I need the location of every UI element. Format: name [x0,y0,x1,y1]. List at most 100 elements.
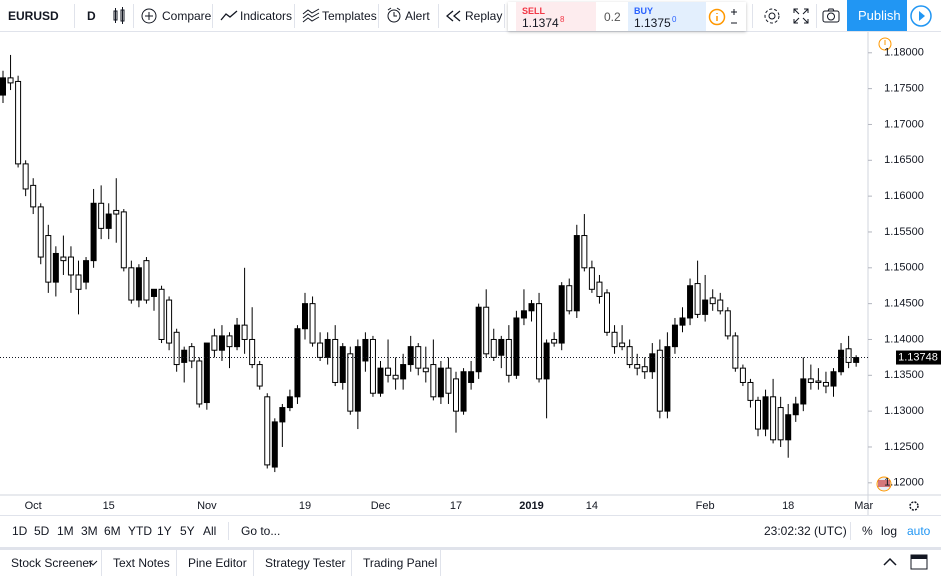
compare-button[interactable]: Compare [162,9,212,23]
candle-body [347,353,354,412]
candle-body [15,80,22,165]
candle-body [392,374,399,380]
templates-button[interactable]: Templates [322,9,377,23]
candle-body [581,235,588,269]
candle-body [822,381,829,387]
range-button[interactable]: 5Y [180,524,195,538]
range-button[interactable]: 6M [104,524,121,538]
separator [378,4,379,28]
y-tick-label: 1.14500 [884,298,924,310]
indicators-icon[interactable] [220,9,238,23]
range-button[interactable]: All [203,524,217,538]
clock: 23:02:32 (UTC) [764,524,847,538]
collapse-icon[interactable] [882,556,898,568]
candle-body [528,303,535,312]
templates-icon[interactable] [302,8,320,24]
candle-body [22,163,29,190]
candle-body [211,335,218,351]
range-button[interactable]: YTD [128,524,152,538]
candle-body [739,367,746,383]
sell-label: SELL [522,6,546,16]
range-button[interactable]: 1Y [157,524,172,538]
separator [504,4,505,28]
candle-body [45,235,52,283]
candle-body [234,324,241,348]
sell-price: 1.1374 [522,16,559,30]
warning-icon[interactable] [878,37,892,51]
spread: 0.2 [604,10,621,24]
candle-body [566,285,573,312]
compare-icon[interactable] [141,8,157,24]
candle-body [120,211,127,269]
candle-body [656,349,663,412]
goto-button[interactable]: Go to... [241,524,281,538]
range-button[interactable]: 5D [34,524,50,538]
tab[interactable]: Stock Screener [11,556,94,570]
publish-button[interactable]: Publish [847,0,907,31]
symbol[interactable]: EURUSD [8,9,59,23]
separator [850,522,851,540]
candle-body [52,252,59,283]
x-tick-label: Dec [371,500,391,512]
candle-body [604,292,610,333]
alert-button[interactable]: Alert [405,9,430,23]
y-tick-label: 1.14000 [884,333,924,345]
y-tick-label: 1.12000 [884,477,924,489]
scale-option[interactable]: auto [907,524,931,538]
candle-body [785,414,792,441]
trade-widget: SELL 1.1374 8 0.2 BUY 1.1375 0 [508,2,746,31]
buy-pip: 0 [672,15,677,24]
candle-body [687,285,694,319]
candle-body [369,338,376,394]
alert-icon[interactable] [386,7,402,25]
sell-button[interactable]: SELL 1.1374 8 [516,2,596,31]
candle-body [445,367,452,394]
candle-body [543,342,550,380]
settings-icon[interactable] [763,7,781,25]
x-tick-label: 2019 [519,500,543,512]
candle-body [634,364,641,369]
separator [294,4,295,28]
scale-option[interactable]: % [862,524,873,538]
dropdown-icon[interactable] [88,559,98,567]
candle-body [430,364,437,398]
maximize-icon[interactable] [910,554,928,570]
candle-body [188,346,195,362]
candle-body [256,364,263,387]
interval[interactable]: D [87,9,96,23]
replay-button[interactable]: Replay [465,9,503,23]
chart: 1.12000 1.12500 1.13000 1.13500 1.14000 1.145… [0,32,941,515]
tab[interactable]: Trading Panel [363,556,438,570]
chart-style-icon[interactable] [112,7,126,25]
replay-icon[interactable] [446,10,462,22]
candle-body [777,407,784,441]
snapshot-icon[interactable] [822,8,840,23]
tab[interactable]: Text Notes [113,556,170,570]
candle-body [717,299,724,312]
candle-body [845,348,852,363]
indicators-button[interactable]: Indicators [240,9,293,23]
scale-option[interactable]: log [881,524,898,538]
play-icon[interactable] [909,4,933,28]
tab[interactable]: Strategy Tester [265,556,346,570]
candle-body [536,303,543,380]
tab[interactable]: Pine Editor [188,556,247,570]
candle-body [339,346,346,383]
range-button[interactable]: 1D [12,524,28,538]
candle-body [588,267,595,290]
candle-body [30,184,37,208]
trade-controls[interactable] [708,7,744,27]
buy-button[interactable]: BUY 1.1375 0 [628,2,706,31]
candle-body [317,342,324,358]
range-button[interactable]: 3M [81,524,98,538]
candle-body [302,303,308,330]
axis-settings-icon[interactable] [909,501,919,511]
range-button[interactable]: 1M [57,524,74,538]
last-price-label: 1.13748 [898,351,938,363]
candle-body [755,399,761,430]
fullscreen-icon[interactable] [793,8,809,24]
x-tick-label: Nov [197,500,217,512]
candle-body [362,338,369,362]
y-tick-label: 1.15500 [884,226,924,238]
y-tick-label: 1.16500 [884,154,924,166]
